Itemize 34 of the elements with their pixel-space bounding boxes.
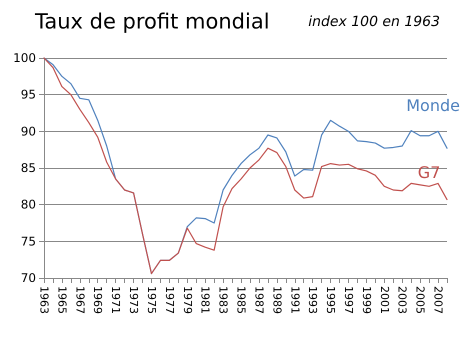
x-tick-label: 2003: [396, 286, 409, 314]
y-tick-label: 75: [20, 234, 36, 248]
x-tick-label: 1983: [216, 286, 230, 314]
x-tick-label: 1967: [73, 286, 86, 314]
y-tick-label: 80: [20, 198, 36, 212]
x-tick-label: 1971: [109, 286, 122, 314]
x-tick-label: 1989: [270, 286, 284, 314]
chart-subtitle: index 100 en 1963: [308, 14, 440, 30]
x-tick-label: 2007: [432, 286, 445, 314]
y-tick-label: 95: [20, 88, 36, 102]
chart-title: Taux de profit mondial: [34, 10, 270, 34]
y-tick-label: 85: [20, 161, 36, 175]
x-tick-label: 1987: [252, 286, 266, 314]
x-tick-label: 1991: [288, 286, 302, 314]
x-tick-label: 1965: [55, 286, 68, 314]
x-tick-label: 1985: [234, 286, 248, 314]
y-tick-label: 90: [20, 124, 36, 138]
x-tick-label: 1981: [198, 286, 212, 314]
x-tick-label: 1999: [360, 286, 373, 314]
x-tick-label: 1997: [342, 286, 355, 314]
y-tick-label: 100: [13, 51, 36, 65]
series-label: Monde: [406, 96, 460, 116]
x-tick-label: 1977: [162, 286, 176, 314]
x-tick-label: 1993: [306, 286, 320, 314]
x-tick-label: 1975: [144, 286, 158, 314]
x-tick-label: 1963: [38, 286, 50, 314]
y-tick-label: 70: [20, 271, 36, 285]
series-label: G7: [418, 162, 440, 182]
x-tick-label: 1979: [180, 286, 194, 314]
x-tick-label: 1969: [91, 286, 104, 314]
x-tick-label: 2005: [414, 286, 427, 314]
x-tick-label: 2001: [378, 286, 391, 314]
x-tick-label: 1973: [127, 286, 140, 314]
x-tick-label: 1995: [324, 286, 338, 314]
